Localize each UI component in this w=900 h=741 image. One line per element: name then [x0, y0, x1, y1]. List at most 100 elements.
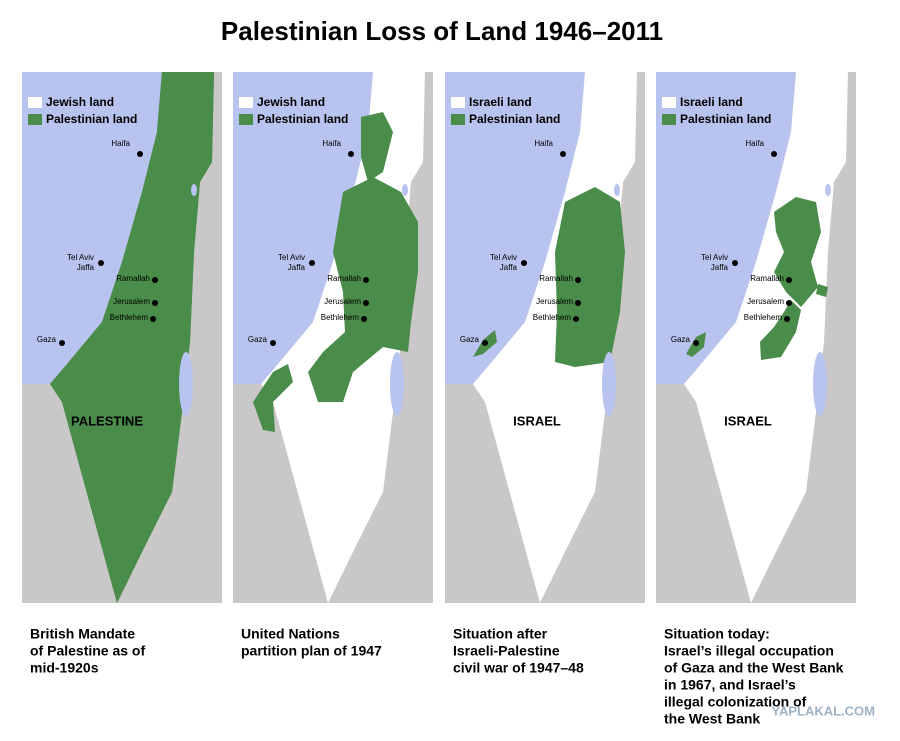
- city-dot: [575, 300, 581, 306]
- caption: Situation today:: [664, 626, 770, 642]
- legend-label: Jewish land: [257, 95, 325, 109]
- legend-label: Jewish land: [46, 95, 114, 109]
- city-dot: [59, 340, 65, 346]
- palestinian-land: [774, 197, 821, 307]
- legend-swatch: [239, 97, 253, 108]
- city-dot: [361, 316, 367, 322]
- map-panel: Israeli land Palestinian land Haifa Tel Avi…: [445, 72, 645, 603]
- caption: British Mandate: [30, 626, 135, 642]
- caption: of Palestine as of: [30, 643, 145, 659]
- city-label: Tel Aviv: [701, 253, 728, 262]
- sea: [656, 72, 796, 384]
- city-dot: [270, 340, 276, 346]
- palestinian-land: [308, 177, 418, 402]
- city-label: Tel Aviv: [278, 253, 305, 262]
- city-dot: [573, 316, 579, 322]
- city-dot: [137, 151, 143, 157]
- caption: of Gaza and the West Bank: [664, 660, 844, 676]
- sea: [22, 72, 162, 384]
- city-dot: [786, 277, 792, 283]
- city-dot: [560, 151, 566, 157]
- caption: Israeli-Palestine: [453, 643, 560, 659]
- sea: [233, 72, 373, 384]
- city-dot: [693, 340, 699, 346]
- legend-swatch: [239, 114, 253, 125]
- city-label: Gaza: [671, 335, 691, 344]
- galilee: [614, 184, 620, 196]
- dead-sea: [390, 352, 404, 416]
- legend-label: Israeli land: [680, 95, 743, 109]
- city-dot: [732, 260, 738, 266]
- legend-swatch: [451, 114, 465, 125]
- city-label: Haifa: [534, 139, 553, 148]
- city-label: Jaffa: [711, 263, 729, 272]
- legend-label: Palestinian land: [257, 112, 348, 126]
- caption: mid-1920s: [30, 660, 99, 676]
- legend-swatch: [28, 114, 42, 125]
- legend-label: Palestinian land: [46, 112, 137, 126]
- map: [656, 72, 856, 603]
- map: [445, 72, 645, 603]
- city-label: Tel Aviv: [67, 253, 94, 262]
- city-dot: [348, 151, 354, 157]
- city-label: Gaza: [460, 335, 480, 344]
- city-label: Gaza: [37, 335, 57, 344]
- city-dot: [784, 316, 790, 322]
- caption: partition plan of 1947: [241, 643, 382, 659]
- city-label: Jaffa: [77, 263, 95, 272]
- city-dot: [150, 316, 156, 322]
- dead-sea: [602, 352, 616, 416]
- city-label: Haifa: [745, 139, 764, 148]
- city-label: Bethlehem: [321, 313, 360, 322]
- city-label: Ramallah: [750, 274, 784, 283]
- map-panel: Israeli land Palestinian land Haifa Tel Avi…: [656, 72, 856, 603]
- city-dot: [309, 260, 315, 266]
- city-label: Ramallah: [116, 274, 150, 283]
- region-label: ISRAEL: [724, 413, 772, 428]
- city-label: Ramallah: [539, 274, 573, 283]
- legend-swatch: [662, 97, 676, 108]
- city-dot: [521, 260, 527, 266]
- city-label: Jerusalem: [113, 297, 150, 306]
- city-dot: [152, 277, 158, 283]
- dead-sea: [813, 352, 827, 416]
- caption: illegal colonization of: [664, 694, 807, 710]
- city-dot: [482, 340, 488, 346]
- caption: the West Bank: [664, 711, 760, 727]
- map-panel: Jewish land Palestinian land Haifa Tel Aviv…: [233, 72, 433, 603]
- city-dot: [98, 260, 104, 266]
- watermark: YAPLAKAL.COM: [771, 703, 875, 718]
- city-label: Bethlehem: [533, 313, 572, 322]
- city-dot: [152, 300, 158, 306]
- caption: civil war of 1947–48: [453, 660, 584, 676]
- city-label: Jerusalem: [747, 297, 784, 306]
- map-panel: Jewish land Palestinian land Haifa Tel Aviv…: [22, 72, 222, 603]
- city-label: Jerusalem: [324, 297, 361, 306]
- city-label: Jaffa: [288, 263, 306, 272]
- dead-sea: [179, 352, 193, 416]
- palestinian-land: [555, 187, 625, 367]
- legend-label: Palestinian land: [469, 112, 560, 126]
- caption: Israel’s illegal occupation: [664, 643, 834, 659]
- legend-label: Israeli land: [469, 95, 532, 109]
- caption: in 1967, and Israel’s: [664, 677, 796, 693]
- caption: Situation after: [453, 626, 548, 642]
- region-label: PALESTINE: [71, 413, 143, 428]
- city-label: Bethlehem: [110, 313, 149, 322]
- city-dot: [363, 300, 369, 306]
- galilee: [825, 184, 831, 196]
- city-label: Bethlehem: [744, 313, 783, 322]
- city-label: Gaza: [248, 335, 268, 344]
- region-label: ISRAEL: [513, 413, 561, 428]
- city-label: Jerusalem: [536, 297, 573, 306]
- sea: [445, 72, 585, 384]
- title: Palestinian Loss of Land 1946–2011: [221, 16, 663, 46]
- city-label: Ramallah: [327, 274, 361, 283]
- palestinian-land: [253, 364, 293, 432]
- legend-swatch: [28, 97, 42, 108]
- galilee: [191, 184, 197, 196]
- city-label: Haifa: [322, 139, 341, 148]
- city-dot: [771, 151, 777, 157]
- palestinian-land: [760, 300, 801, 360]
